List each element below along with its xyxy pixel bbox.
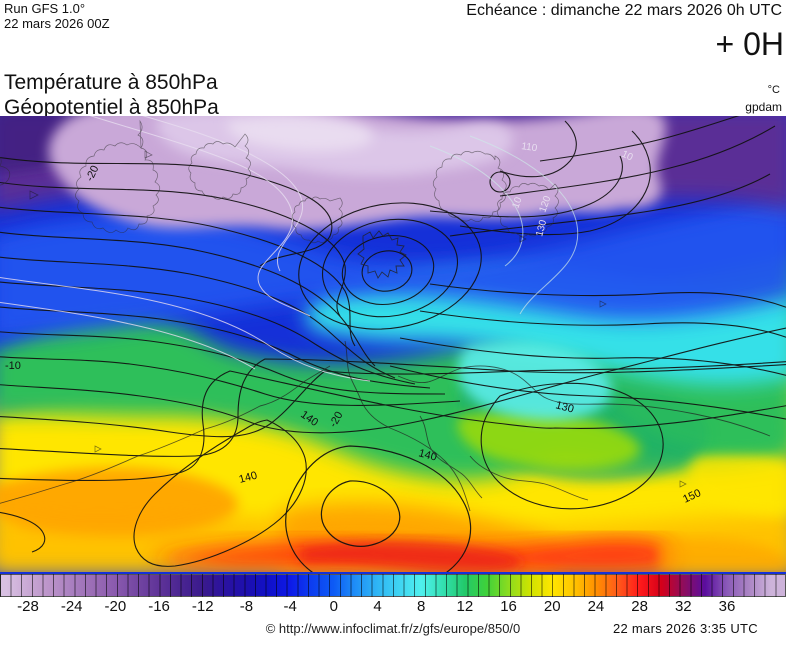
- svg-text:-10: -10: [5, 360, 21, 372]
- svg-text:110: 110: [521, 141, 539, 154]
